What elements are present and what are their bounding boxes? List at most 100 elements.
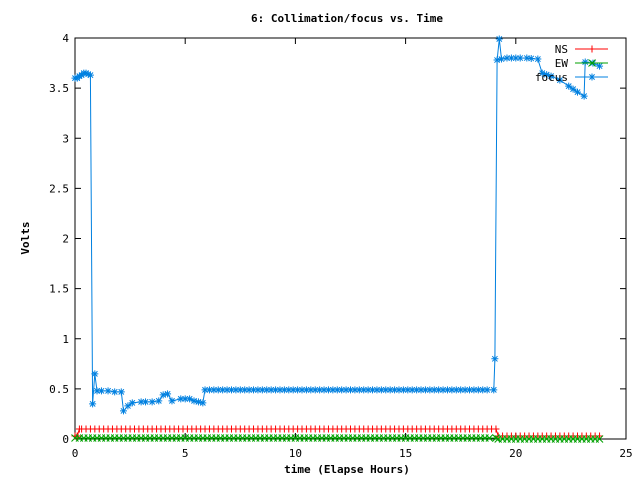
star-marker xyxy=(404,386,412,394)
star-marker xyxy=(439,386,447,394)
star-marker xyxy=(448,386,456,394)
star-marker xyxy=(159,391,167,399)
star-marker xyxy=(194,398,202,406)
star-marker xyxy=(543,71,551,79)
star-marker xyxy=(556,76,564,84)
star-marker xyxy=(408,386,416,394)
star-marker xyxy=(302,386,310,394)
star-marker xyxy=(190,397,198,405)
y-tick-label: 3.5 xyxy=(49,82,69,95)
y-tick-label: 0 xyxy=(62,433,69,446)
star-marker xyxy=(421,386,429,394)
star-marker xyxy=(236,386,244,394)
x-tick-label: 10 xyxy=(289,447,302,460)
star-marker xyxy=(168,397,176,405)
x-tick-label: 15 xyxy=(399,447,412,460)
star-marker xyxy=(254,386,262,394)
y-axis-label: Volts xyxy=(19,221,32,254)
star-marker xyxy=(580,92,588,100)
star-marker xyxy=(417,386,425,394)
star-marker xyxy=(351,386,359,394)
x-marker xyxy=(492,434,500,442)
plus-marker xyxy=(588,45,596,53)
star-marker xyxy=(360,386,368,394)
star-marker xyxy=(457,386,465,394)
star-marker xyxy=(93,387,101,395)
star-marker xyxy=(82,69,90,77)
y-tick-label: 2 xyxy=(62,233,69,246)
star-marker xyxy=(320,386,328,394)
star-marker xyxy=(443,386,451,394)
star-marker xyxy=(483,386,491,394)
star-marker xyxy=(503,54,511,62)
star-marker xyxy=(199,399,207,407)
star-marker xyxy=(569,85,577,93)
star-marker xyxy=(289,386,297,394)
star-marker xyxy=(391,386,399,394)
star-marker xyxy=(347,386,354,394)
y-tick-label: 4 xyxy=(62,32,69,45)
star-marker xyxy=(495,35,503,43)
star-marker xyxy=(214,386,222,394)
star-marker xyxy=(470,386,478,394)
plot-area xyxy=(71,35,604,443)
star-marker xyxy=(181,395,189,403)
star-marker xyxy=(210,386,218,394)
star-marker xyxy=(565,82,573,90)
legend-label: NS xyxy=(555,43,568,56)
star-marker xyxy=(382,386,390,394)
y-tick-label: 3 xyxy=(62,132,69,145)
legend-label: focus xyxy=(535,71,568,84)
star-marker xyxy=(507,54,515,62)
star-marker xyxy=(263,386,271,394)
star-marker xyxy=(142,398,150,406)
legend-label: EW xyxy=(555,57,569,70)
star-marker xyxy=(276,386,284,394)
series-focus xyxy=(71,35,604,415)
star-marker xyxy=(596,62,604,70)
star-marker xyxy=(534,55,542,63)
star-marker xyxy=(466,386,474,394)
star-marker xyxy=(201,386,209,394)
star-marker xyxy=(377,386,385,394)
star-marker xyxy=(516,54,524,62)
x-marker xyxy=(595,435,604,443)
star-marker xyxy=(280,386,288,394)
star-marker xyxy=(395,386,403,394)
star-marker xyxy=(227,386,235,394)
star-marker xyxy=(104,387,112,395)
star-marker xyxy=(413,386,421,394)
star-marker xyxy=(307,386,315,394)
star-marker xyxy=(490,386,498,394)
star-marker xyxy=(294,386,302,394)
star-marker xyxy=(493,56,501,64)
star-marker xyxy=(186,395,194,403)
star-marker xyxy=(298,386,306,394)
plus-marker xyxy=(492,425,500,433)
star-marker xyxy=(128,399,136,407)
star-marker xyxy=(111,388,119,396)
x-axis-label: time (Elapse Hours) xyxy=(284,463,410,476)
star-marker xyxy=(523,54,531,62)
star-marker xyxy=(581,58,589,66)
star-marker xyxy=(148,398,156,406)
star-marker xyxy=(89,400,97,408)
star-marker xyxy=(497,55,505,63)
star-marker xyxy=(223,386,231,394)
x-tick-label: 25 xyxy=(619,447,632,460)
plot-frame xyxy=(74,37,627,440)
y-axis: 0 0.5 1 1.5 2 2.5 3 3.5 4 xyxy=(49,32,626,446)
star-marker xyxy=(538,69,546,77)
star-marker xyxy=(177,395,185,403)
series-line-focus xyxy=(75,38,600,413)
x-marker xyxy=(485,434,494,442)
star-marker xyxy=(452,386,460,394)
x-tick-label: 20 xyxy=(509,447,522,460)
y-tick-label: 1 xyxy=(62,333,69,346)
star-marker xyxy=(369,386,377,394)
star-marker xyxy=(324,386,332,394)
star-marker xyxy=(245,386,253,394)
y-tick-label: 1.5 xyxy=(49,283,69,296)
star-marker xyxy=(316,386,324,394)
star-marker xyxy=(285,386,293,394)
